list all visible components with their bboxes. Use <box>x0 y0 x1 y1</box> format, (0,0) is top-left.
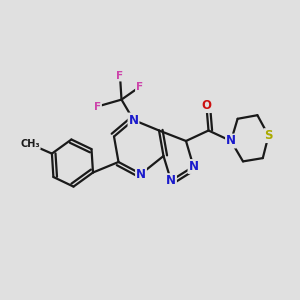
Text: F: F <box>94 101 101 112</box>
Text: O: O <box>201 99 212 112</box>
Text: N: N <box>226 134 236 148</box>
Text: CH₃: CH₃ <box>20 139 40 149</box>
Text: N: N <box>136 167 146 181</box>
Text: S: S <box>264 129 273 142</box>
Text: F: F <box>116 70 124 81</box>
Text: F: F <box>136 82 143 92</box>
Text: N: N <box>128 113 139 127</box>
Text: N: N <box>188 160 199 173</box>
Text: N: N <box>166 174 176 187</box>
